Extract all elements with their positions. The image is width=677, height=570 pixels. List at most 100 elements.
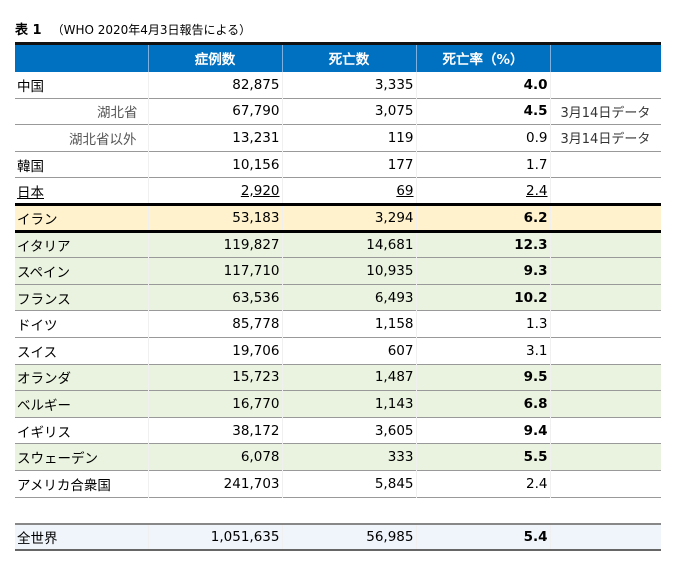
country-cell: イラン (17, 211, 58, 228)
country-cell: 中国 (17, 78, 44, 95)
rate-cell: 3.1 (415, 337, 550, 365)
table-row: スペイン 117,710 10,935 9.3 (15, 257, 661, 285)
deaths-cell: 1,487 (281, 364, 416, 391)
cases-cell: 119,827 (147, 231, 282, 258)
note-cell (549, 523, 661, 551)
deaths-cell: 119 (281, 124, 416, 152)
header-deaths: 死亡数 (281, 43, 416, 72)
cases-cell: 1,051,635 (147, 523, 282, 551)
rate-cell: 6.2 (415, 204, 550, 232)
cases-cell: 16,770 (147, 390, 282, 418)
country-cell: スイス (17, 344, 58, 361)
country-cell: ドイツ (17, 318, 58, 335)
note-cell (549, 231, 661, 258)
cases-cell: 241,703 (147, 470, 282, 497)
rate-cell: 5.5 (415, 443, 550, 471)
deaths-cell: 56,985 (281, 523, 416, 551)
rate-cell: 0.9 (415, 124, 550, 152)
cases-cell: 82,875 (147, 71, 282, 99)
country-cell: 韓国 (17, 158, 44, 175)
header-rate: 死亡率（%） (415, 43, 550, 72)
deaths-cell: 177 (281, 151, 416, 178)
rate-cell: 2.4 (415, 177, 550, 205)
deaths-cell: 3,075 (281, 98, 416, 125)
header-country (15, 44, 148, 72)
table-row: 湖北省以外 13,231 119 0.9 3月14日データ (15, 124, 661, 152)
rate-cell: 9.5 (415, 364, 550, 391)
country-cell: 湖北省 (97, 105, 138, 122)
rate-cell: 6.8 (415, 390, 550, 418)
note-cell: 3月14日データ (549, 124, 661, 152)
cases-cell: 19,706 (147, 337, 282, 365)
table-row: イタリア 119,827 14,681 12.3 (15, 231, 661, 258)
country-cell: オランダ (17, 371, 71, 388)
table-row: 全世界 1,051,635 56,985 5.4 (15, 523, 661, 551)
country-cell: 湖北省以外 (69, 131, 137, 148)
cases-cell: 15,723 (147, 364, 282, 391)
table-row: ドイツ 85,778 1,158 1.3 (15, 310, 661, 338)
cases-cell: 117,710 (147, 257, 282, 285)
note-cell (549, 151, 661, 178)
note-cell (549, 417, 661, 444)
rate-cell: 9.3 (415, 257, 550, 285)
cases-cell: 85,778 (147, 310, 282, 338)
cases-cell: 38,172 (147, 417, 282, 444)
table-row: オランダ 15,723 1,487 9.5 (15, 364, 661, 391)
rate-cell: 1.3 (415, 310, 550, 338)
rate-cell: 4.5 (415, 98, 550, 125)
cases-cell: 63,536 (147, 284, 282, 311)
note-cell (549, 71, 661, 99)
deaths-cell: 6,493 (281, 284, 416, 311)
rate-cell: 1.7 (415, 151, 550, 178)
deaths-cell: 1,158 (281, 310, 416, 338)
note-cell (549, 177, 661, 205)
note-cell (549, 204, 661, 232)
note-cell (549, 284, 661, 311)
country-cell: イタリア (17, 238, 71, 255)
deaths-cell: 1,143 (281, 390, 416, 418)
table-row: 湖北省 67,790 3,075 4.5 3月14日データ (15, 98, 661, 125)
table-row: フランス 63,536 6,493 10.2 (15, 284, 661, 311)
table-row: イラン 53,183 3,294 6.2 (15, 204, 661, 232)
table-row: スイス 19,706 607 3.1 (15, 337, 661, 365)
table-label: 表 1 (15, 23, 42, 38)
deaths-cell: 3,605 (281, 417, 416, 444)
deaths-cell: 3,294 (281, 204, 416, 232)
country-cell: スウェーデン (17, 451, 98, 468)
deaths-cell: 3,335 (281, 71, 416, 99)
cases-cell: 67,790 (147, 98, 282, 125)
table-row: スウェーデン 6,078 333 5.5 (15, 443, 661, 471)
country-cell: 日本 (17, 184, 44, 201)
header-note (549, 43, 661, 72)
table-row: アメリカ合衆国 241,703 5,845 2.4 (15, 470, 661, 497)
header-row: 症例数 死亡数 死亡率（%） (15, 43, 661, 72)
cases-cell: 6,078 (147, 443, 282, 471)
rate-cell: 9.4 (415, 417, 550, 444)
table-row: イギリス 38,172 3,605 9.4 (15, 417, 661, 444)
table-row: 中国 82,875 3,335 4.0 (15, 71, 661, 99)
deaths-cell: 607 (281, 337, 416, 365)
deaths-cell: 5,845 (281, 470, 416, 497)
deaths-cell: 333 (281, 443, 416, 471)
cases-cell: 53,183 (147, 204, 282, 232)
table-row: ベルギー 16,770 1,143 6.8 (15, 390, 661, 418)
rate-cell: 2.4 (415, 470, 550, 497)
deaths-cell: 69 (281, 177, 416, 205)
table-row: 日本 2,920 69 2.4 (15, 177, 661, 205)
rate-cell: 12.3 (415, 231, 550, 258)
spacer-row (15, 497, 661, 524)
table-source: （WHO 2020年4月3日報告による） (51, 23, 252, 37)
country-cell: 全世界 (17, 530, 58, 547)
note-cell (549, 257, 661, 285)
country-cell: アメリカ合衆国 (17, 477, 111, 494)
rate-cell: 4.0 (415, 71, 550, 99)
country-cell: イギリス (17, 424, 71, 441)
deaths-cell: 14,681 (281, 231, 416, 258)
note-cell (549, 310, 661, 338)
note-cell (549, 470, 661, 497)
note-cell (549, 337, 661, 365)
cases-cell: 2,920 (147, 177, 282, 205)
note-cell: 3月14日データ (549, 98, 661, 125)
note-cell (549, 390, 661, 418)
country-cell: ベルギー (17, 397, 71, 414)
